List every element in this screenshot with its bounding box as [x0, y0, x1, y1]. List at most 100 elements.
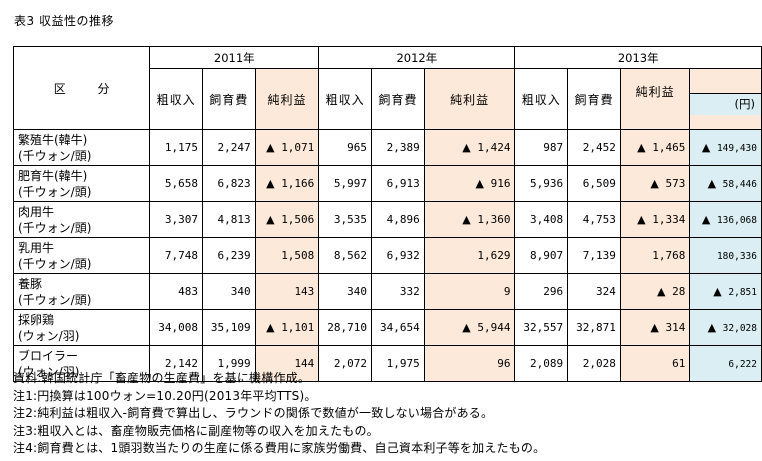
- cell-cost-2013: 2,028: [567, 345, 621, 382]
- negative-marker: ▲: [266, 177, 275, 190]
- cell-net-yen: 180,336: [689, 237, 762, 274]
- note-line: 注4:飼育費とは、1頭羽数当たりの生産に係る費用に家族労働費、自己資本利子等を加…: [13, 441, 546, 455]
- cell-gross-2011: 483: [149, 273, 203, 310]
- negative-marker: ▲: [650, 321, 659, 334]
- row-unit: (千ウォン/頭): [18, 148, 92, 163]
- cell-net-2013: ▲ 28: [619, 273, 691, 310]
- yen-value: 149,430: [716, 143, 757, 154]
- cell-gross-2013: 32,557: [514, 309, 569, 346]
- category-header: 区 分: [12, 46, 151, 130]
- negative-marker: ▲: [637, 213, 646, 226]
- yen-value: 136,068: [716, 215, 757, 226]
- net-value: 1,101: [281, 321, 315, 334]
- cell-gross-2013: 5,936: [514, 165, 569, 202]
- row-unit: (千ウォン/頭): [18, 220, 92, 235]
- year-header-2011: 2011年: [149, 46, 320, 69]
- row-category: 繁殖牛(韓牛) (千ウォン/頭): [12, 129, 151, 166]
- row-name: ブロイラー: [18, 348, 79, 363]
- net-value: 96: [497, 357, 511, 370]
- cell-net-2013: ▲ 1,465: [619, 129, 691, 166]
- yen-value: 58,446: [722, 179, 757, 190]
- cell-cost-2013: 32,871: [567, 309, 621, 346]
- cell-gross-2012: 2,072: [318, 345, 373, 382]
- cell-net-yen: ▲ 32,028: [689, 309, 762, 346]
- row-category: 養豚 (千ウォン/頭): [12, 273, 151, 310]
- cell-gross-2011: 5,658: [149, 165, 203, 202]
- net-value: 143: [294, 285, 315, 298]
- negative-marker: ▲: [701, 141, 711, 154]
- yen-value: 6,222: [728, 359, 757, 370]
- cell-gross-2012: 5,997: [318, 165, 373, 202]
- col-cost-2013: 飼育費: [567, 68, 621, 130]
- cell-net-2012: 96: [423, 345, 516, 382]
- net-value: 1,508: [281, 249, 315, 262]
- cell-net-2013: ▲ 573: [619, 165, 691, 202]
- cell-net-2012: ▲ 1,360: [423, 201, 516, 238]
- cell-net-2013: 61: [619, 345, 691, 382]
- cell-cost-2011: 6,823: [201, 165, 256, 202]
- cell-gross-2013: 3,408: [514, 201, 569, 238]
- cell-gross-2013: 296: [514, 273, 569, 310]
- net-value: 28: [672, 285, 686, 298]
- negative-marker: ▲: [707, 177, 717, 190]
- col-gross-2012: 粗収入: [318, 68, 373, 130]
- cell-net-2012: 9: [423, 273, 516, 310]
- row-unit: (千ウォン/頭): [18, 256, 92, 271]
- col-gross-2013: 粗収入: [514, 68, 569, 130]
- cell-cost-2012: 4,896: [371, 201, 425, 238]
- cell-net-yen: 6,222: [689, 345, 762, 382]
- row-category: 肥育牛(韓牛) (千ウォン/頭): [12, 165, 151, 202]
- net-value: 1,071: [281, 141, 315, 154]
- row-unit: (千ウォン/頭): [18, 184, 92, 199]
- net-value: 1,360: [477, 213, 511, 226]
- table-title: 表3 収益性の推移: [14, 14, 114, 28]
- cell-net-2012: ▲ 5,944: [423, 309, 516, 346]
- cell-gross-2011: 1,175: [149, 129, 203, 166]
- yen-value: 32,028: [722, 323, 757, 334]
- row-category: 乳用牛 (千ウォン/頭): [12, 237, 151, 274]
- cell-cost-2012: 6,913: [371, 165, 425, 202]
- row-unit: (ウォン/羽): [18, 364, 80, 379]
- cell-net-2013: 1,768: [619, 237, 691, 274]
- cell-cost-2011: 6,239: [201, 237, 256, 274]
- cell-net-yen: ▲ 2,851: [689, 273, 762, 310]
- net-value: 916: [490, 177, 511, 190]
- cell-net-2011: ▲ 1,506: [254, 201, 320, 238]
- cell-cost-2013: 324: [567, 273, 621, 310]
- negative-marker: ▲: [707, 321, 717, 334]
- cell-gross-2013: 987: [514, 129, 569, 166]
- net-value: 1,768: [652, 249, 686, 262]
- row-category: 肉用牛 (千ウォン/頭): [12, 201, 151, 238]
- yen-unit-label: (円): [690, 93, 761, 115]
- cell-net-2011: ▲ 1,071: [254, 129, 320, 166]
- row-unit: (千ウォン/頭): [18, 292, 92, 307]
- cell-net-2011: 143: [254, 273, 320, 310]
- negative-marker: ▲: [462, 213, 471, 226]
- table-row: 養豚 (千ウォン/頭) 483 340 143 340 332 9 296 324 ▲ 28 ▲ 2,…: [12, 273, 762, 310]
- note-line: 注3:粗収入とは、畜産物販売価格に副産物等の収入を加えたもの。: [13, 423, 379, 438]
- net-value: 1,334: [652, 213, 686, 226]
- note-line: 注2:純利益は粗収入-飼育費で算出し、ラウンドの関係で数値が一致しない場合がある…: [13, 406, 494, 420]
- cell-net-2013: ▲ 314: [619, 309, 691, 346]
- cell-net-2011: ▲ 1,166: [254, 165, 320, 202]
- row-name: 乳用牛: [18, 240, 55, 255]
- cell-cost-2012: 34,654: [371, 309, 425, 346]
- notes: 資料:韓国統計庁「畜産物の生産費」を基に機構作成。 注1:円換算は100ウォン=1…: [13, 370, 545, 458]
- cell-net-yen: ▲ 149,430: [689, 129, 762, 166]
- table-row: ブロイラー (ウォン/羽) 2,142 1,999 144 2,072 1,975 96 2,0…: [12, 345, 762, 382]
- cell-gross-2012: 340: [318, 273, 373, 310]
- net-value: 1,166: [281, 177, 315, 190]
- cell-net-2012: ▲ 1,424: [423, 129, 516, 166]
- cell-cost-2012: 6,932: [371, 237, 425, 274]
- cell-net-2011: ▲ 1,101: [254, 309, 320, 346]
- row-category: ブロイラー (ウォン/羽): [12, 345, 151, 382]
- cell-cost-2011: 4,813: [201, 201, 256, 238]
- row-name: 採卵鶏: [18, 312, 55, 327]
- negative-marker: ▲: [701, 213, 711, 226]
- row-unit: (ウォン/羽): [18, 328, 80, 343]
- row-category: 採卵鶏 (ウォン/羽): [12, 309, 151, 346]
- cell-gross-2012: 965: [318, 129, 373, 166]
- cell-gross-2012: 28,710: [318, 309, 373, 346]
- net-value: 314: [665, 321, 686, 334]
- row-name: 肉用牛: [18, 204, 55, 219]
